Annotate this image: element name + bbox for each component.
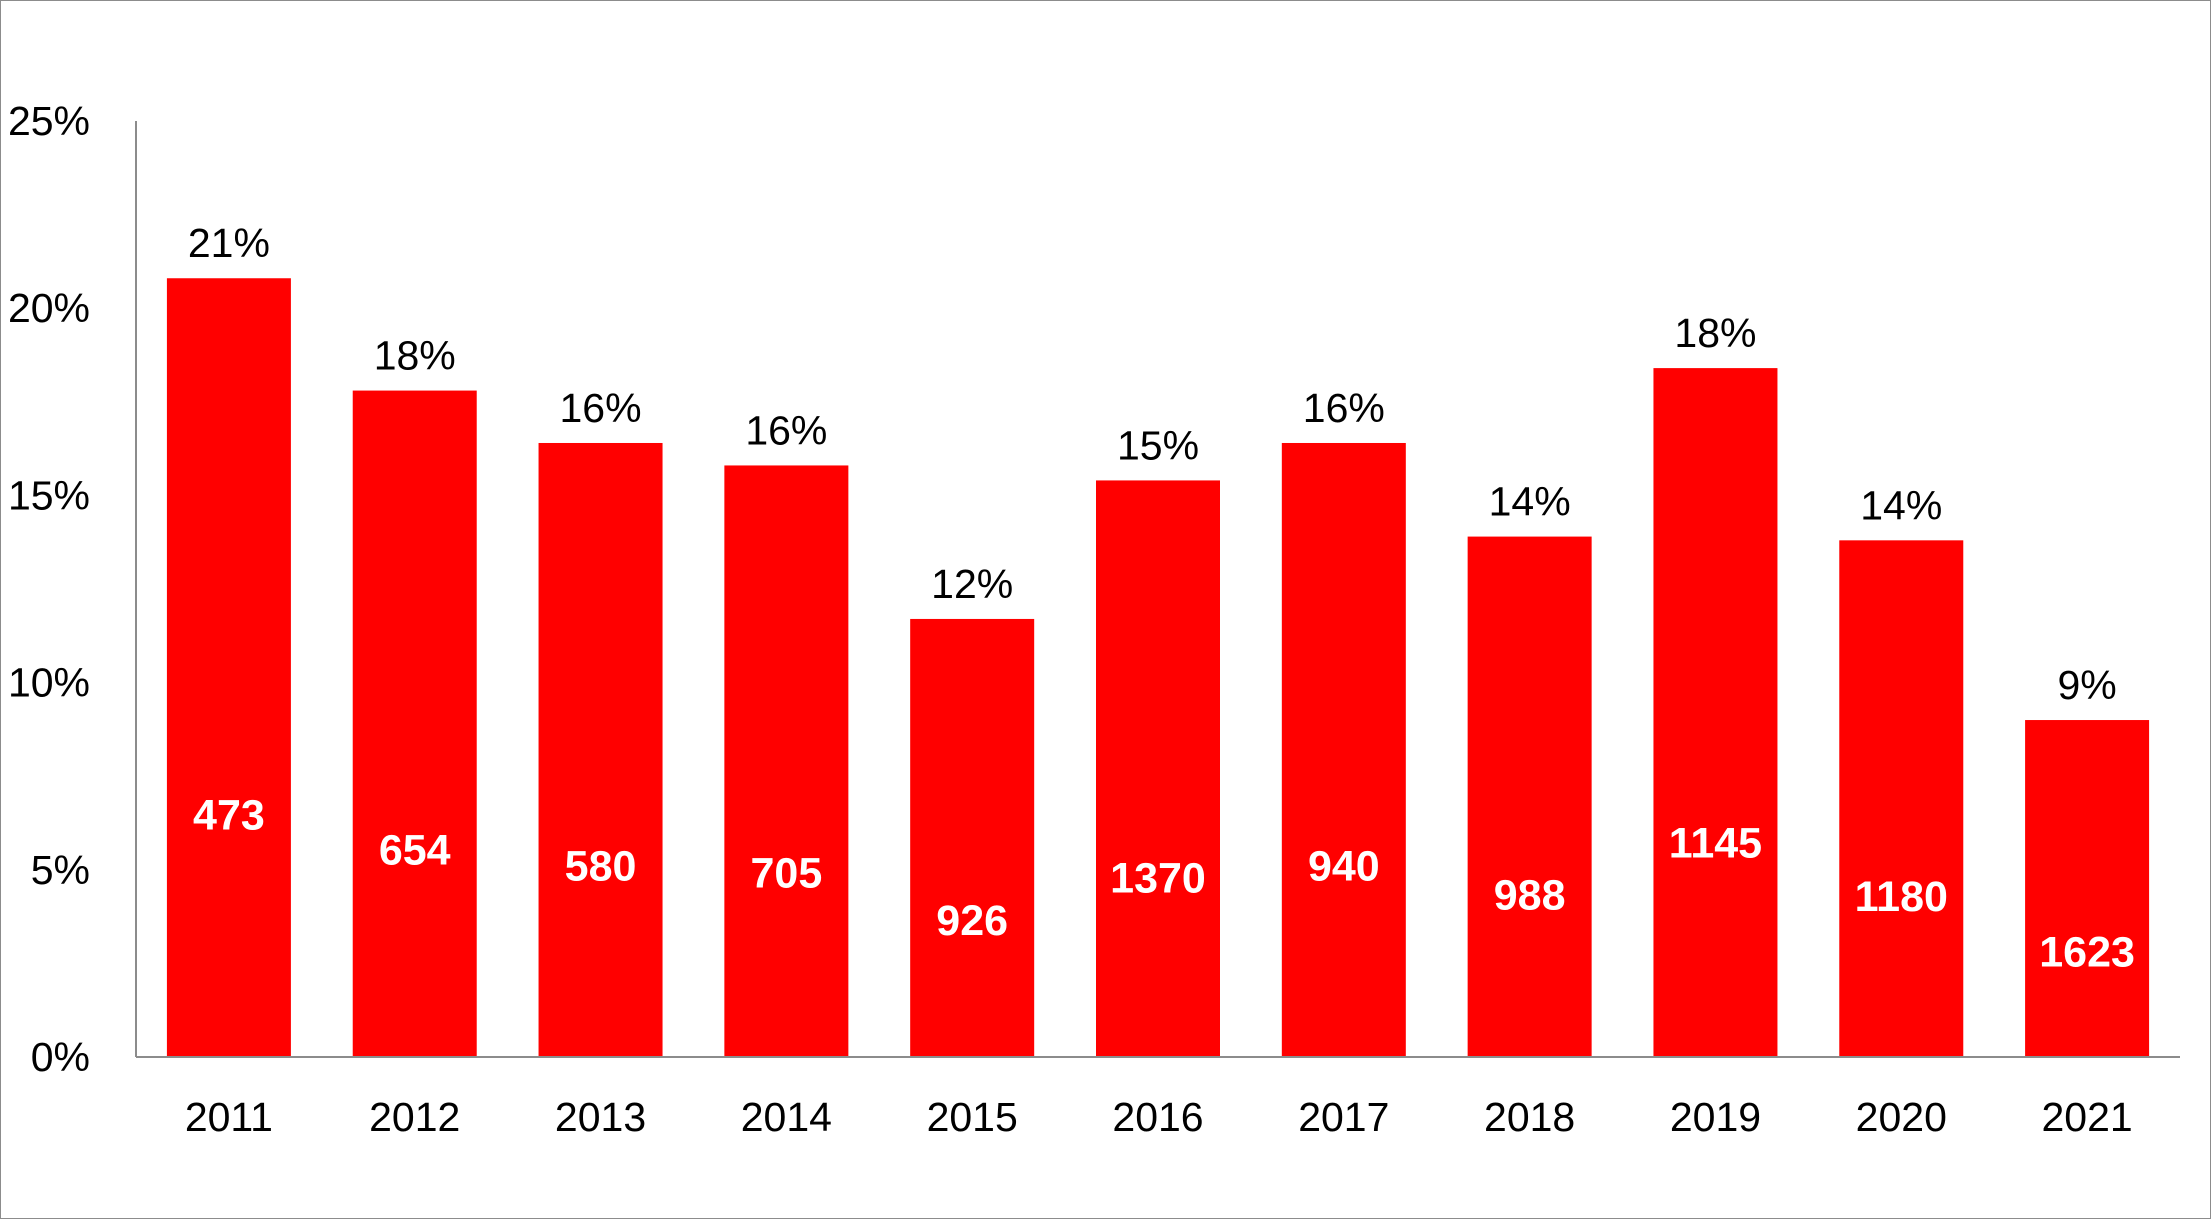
bar-2019 [1653, 368, 1778, 1057]
count-label-2021: 1623 [2039, 929, 2135, 977]
x-axis-ticks: 2011 2012 2013 2014 2015 2016 2017 2018 2019 2020… [185, 1094, 2133, 1140]
percent-label-2011: 21% [188, 220, 270, 266]
count-label-2011: 473 [193, 792, 265, 840]
percent-label-2018: 14% [1489, 479, 1571, 525]
x-tick-label-2017: 2017 [1298, 1094, 1389, 1140]
bar-2020 [1839, 540, 1964, 1057]
y-axis-ticks: 0% 5% 10% 15% 20% 25% [8, 98, 90, 1080]
bar-2011 [166, 278, 291, 1057]
x-tick-label-2016: 2016 [1112, 1094, 1203, 1140]
x-tick-label-2014: 2014 [741, 1094, 832, 1140]
y-tick-label: 15% [8, 472, 90, 518]
percent-label-2020: 14% [1860, 482, 1942, 528]
x-tick-label-2013: 2013 [555, 1094, 646, 1140]
bar-2013 [538, 442, 663, 1057]
count-label-2017: 940 [1308, 843, 1380, 891]
percent-label-2017: 16% [1303, 385, 1385, 431]
count-label-2013: 580 [565, 843, 637, 891]
x-tick-label-2011: 2011 [185, 1094, 273, 1140]
bar-2017 [1281, 442, 1406, 1057]
x-tick-label-2019: 2019 [1670, 1094, 1761, 1140]
count-data-labels: 473 654 580 705 926 1370 940 988 1145 1180 1623 [193, 792, 2135, 977]
bar-2015 [910, 618, 1035, 1057]
x-tick-label-2018: 2018 [1484, 1094, 1575, 1140]
count-label-2012: 654 [379, 826, 451, 874]
count-label-2015: 926 [936, 897, 1008, 945]
count-label-2020: 1180 [1855, 873, 1948, 921]
count-label-2016: 1370 [1110, 854, 1206, 902]
percent-label-2016: 15% [1117, 422, 1199, 468]
x-tick-label-2020: 2020 [1856, 1094, 1947, 1140]
bar-2021 [2025, 720, 2150, 1057]
bar-2012 [352, 390, 477, 1057]
x-tick-label-2012: 2012 [369, 1094, 460, 1140]
bar-2018 [1467, 536, 1592, 1057]
y-tick-label: 0% [31, 1034, 90, 1080]
percent-label-2012: 18% [374, 333, 456, 379]
percent-label-2014: 16% [745, 407, 827, 453]
y-tick-label: 5% [31, 847, 90, 893]
y-tick-label: 10% [8, 660, 90, 706]
bar-2016 [1096, 480, 1220, 1057]
y-tick-label: 20% [8, 285, 90, 331]
count-label-2018: 988 [1494, 872, 1566, 920]
bar-2014 [724, 465, 849, 1057]
x-tick-label-2015: 2015 [927, 1094, 1018, 1140]
bars [166, 278, 2150, 1057]
percent-label-2021: 9% [2057, 662, 2116, 708]
count-label-2014: 705 [750, 850, 822, 898]
percent-label-2015: 12% [931, 561, 1013, 607]
x-tick-label-2021: 2021 [2041, 1094, 2132, 1140]
percent-label-2019: 18% [1674, 310, 1756, 356]
percent-label-2013: 16% [560, 385, 642, 431]
count-label-2019: 1145 [1669, 819, 1762, 867]
percent-data-labels: 21% 18% 16% 16% 12% 15% 16% 14% 18% 14% 9% [188, 220, 2117, 708]
y-tick-label: 25% [8, 98, 90, 144]
